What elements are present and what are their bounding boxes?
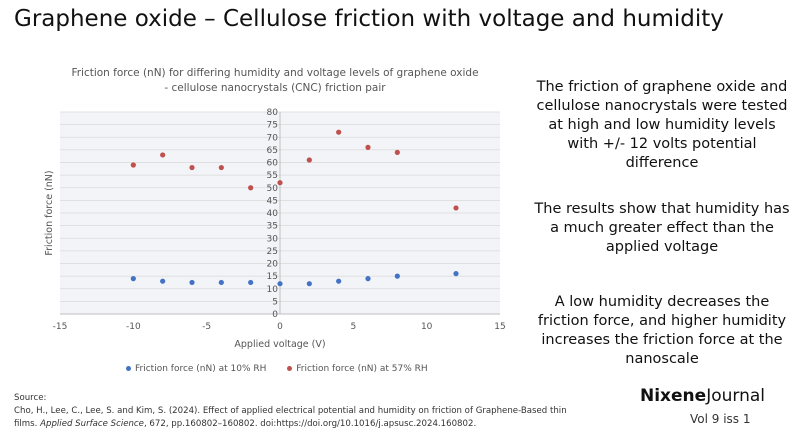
point-high-humidity: [306, 157, 312, 163]
point-high-humidity: [218, 164, 224, 171]
point-high-humidity: [130, 162, 136, 168]
point-high-humidity: [453, 205, 459, 211]
summary-paragraph-1: The friction of graphene oxide and cellu…: [536, 79, 788, 171]
legend-item-high-humidity: Friction force (nN) at 57% RH: [287, 364, 428, 374]
source-label: Source:: [14, 393, 47, 403]
point-low-humidity: [277, 281, 283, 287]
point-low-humidity: [160, 278, 166, 284]
point-high-humidity: [394, 149, 400, 155]
point-high-humidity: [277, 180, 283, 186]
x-tick-label: 15: [494, 322, 505, 332]
x-tick-label: 5: [350, 322, 356, 332]
point-high-humidity: [189, 164, 195, 171]
source-citation: Source: Cho, H., Lee, C., Lee, S. and Ki…: [14, 392, 574, 431]
y-tick-label: 50: [267, 184, 279, 194]
x-tick-label: -5: [202, 322, 211, 332]
y-tick-label: 10: [267, 285, 279, 295]
point-low-humidity: [248, 279, 254, 286]
x-axis-label: Applied voltage (V): [234, 339, 325, 350]
y-tick-label: 80: [267, 108, 279, 118]
chart-container: Friction force (nN) for differing humidi…: [0, 62, 520, 392]
journal-name: Applied Surface Science: [40, 419, 144, 429]
legend-label: Friction force (nN) at 10% RH: [135, 364, 267, 374]
chart-legend: Friction force (nN) at 10% RH Friction f…: [126, 364, 446, 374]
page-title: Graphene oxide – Cellulose friction with…: [14, 6, 724, 32]
legend-marker-icon: [126, 366, 131, 371]
issue-label: Vol 9 iss 1: [690, 412, 751, 426]
summary-paragraph-3: A low humidity decreases the friction fo…: [537, 294, 787, 367]
point-low-humidity: [306, 281, 312, 287]
x-tick-label: -10: [126, 322, 141, 332]
point-high-humidity: [336, 129, 342, 135]
point-low-humidity: [130, 276, 136, 282]
y-tick-label: 55: [267, 171, 278, 181]
point-high-humidity: [365, 144, 371, 150]
y-tick-label: 75: [267, 121, 278, 131]
point-low-humidity: [189, 279, 195, 286]
legend-item-low-humidity: Friction force (nN) at 10% RH: [126, 364, 266, 374]
y-tick-label: 65: [267, 146, 278, 156]
point-low-humidity: [218, 279, 224, 286]
y-tick-label: 45: [267, 196, 278, 206]
y-tick-label: 30: [267, 234, 279, 244]
data-points: [130, 129, 459, 287]
legend-marker-icon: [287, 366, 293, 371]
y-tick-label: 0: [272, 310, 278, 320]
legend-label: Friction force (nN) at 57% RH: [296, 364, 428, 374]
axes: [60, 112, 500, 315]
point-low-humidity: [365, 276, 371, 282]
x-tick-label: -15: [53, 322, 68, 332]
point-low-humidity: [453, 271, 459, 277]
point-high-humidity: [248, 185, 254, 191]
chart-title: Friction force (nN) for differing humidi…: [71, 67, 479, 94]
x-tick-label: 10: [421, 322, 433, 332]
y-tick-label: 60: [267, 159, 279, 169]
x-tick-label: 0: [277, 322, 283, 332]
y-tick-label: 5: [272, 297, 278, 307]
y-tick-label: 15: [267, 272, 278, 282]
y-tick-label: 40: [267, 209, 279, 219]
summary-paragraph-2: The results show that humidity has a muc…: [534, 201, 790, 255]
y-tick-label: 70: [267, 133, 279, 143]
point-low-humidity: [336, 278, 342, 284]
citation-text: Cho, H., Lee, C., Lee, S. and Kim, S. (2…: [14, 406, 567, 429]
point-low-humidity: [394, 273, 400, 279]
point-high-humidity: [160, 152, 166, 158]
y-tick-label: 35: [267, 222, 278, 232]
y-tick-label: 25: [267, 247, 278, 257]
y-tick-label: 20: [267, 260, 279, 270]
y-axis-label: Friction force (nN): [44, 170, 55, 255]
brand-logo: NixeneJournal: [640, 386, 765, 406]
